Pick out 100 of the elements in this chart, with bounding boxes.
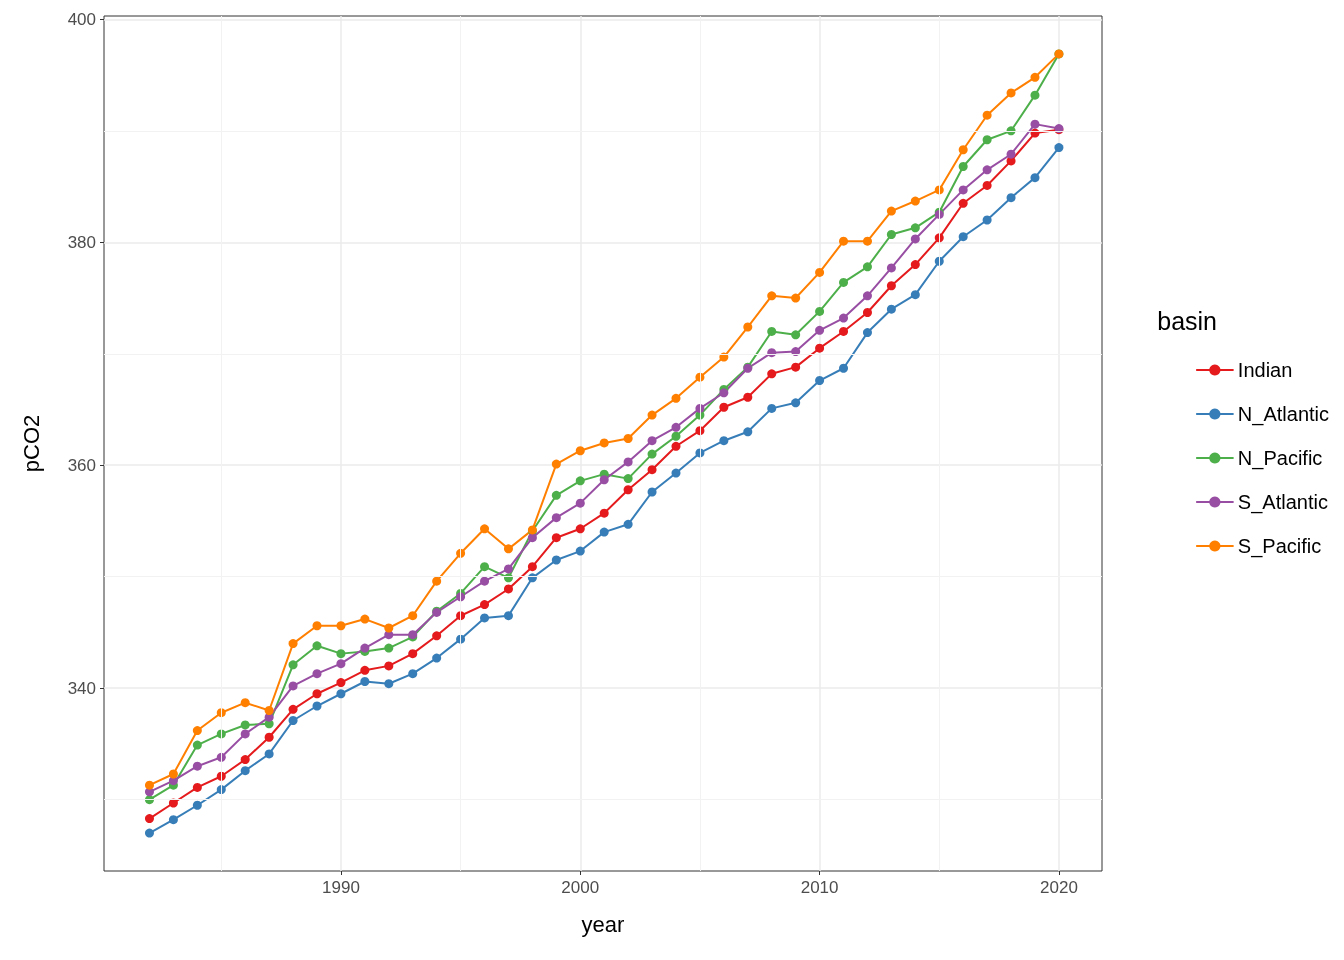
point	[575, 476, 585, 486]
point	[288, 660, 298, 670]
point	[862, 308, 872, 318]
point	[791, 293, 801, 303]
point	[767, 326, 777, 336]
point	[192, 726, 202, 736]
point	[408, 669, 418, 679]
point	[862, 236, 872, 246]
point	[1030, 119, 1040, 129]
point	[336, 689, 346, 699]
point	[480, 562, 490, 572]
point	[791, 330, 801, 340]
point	[360, 614, 370, 624]
legend-label: N_Atlantic	[1237, 403, 1329, 426]
point	[982, 165, 992, 175]
point	[791, 362, 801, 372]
point	[958, 185, 968, 195]
point	[240, 755, 250, 765]
point	[168, 769, 178, 779]
point	[839, 313, 849, 323]
point	[671, 393, 681, 403]
point	[982, 135, 992, 145]
point	[623, 519, 633, 529]
point	[551, 533, 561, 543]
legend-title: basin	[1157, 306, 1217, 335]
point	[288, 681, 298, 691]
point	[503, 584, 513, 594]
point	[862, 328, 872, 338]
point	[432, 631, 442, 641]
point	[240, 698, 250, 708]
point	[240, 729, 250, 739]
point	[360, 677, 370, 686]
y-axis-title: pCO2	[18, 414, 44, 473]
point	[862, 291, 872, 301]
point	[743, 322, 753, 332]
point	[743, 427, 753, 437]
point	[192, 740, 202, 750]
point	[623, 457, 633, 467]
point	[575, 498, 585, 508]
point	[264, 732, 274, 742]
point	[192, 761, 202, 771]
point	[982, 180, 992, 190]
point	[503, 564, 513, 574]
point	[862, 262, 872, 272]
point	[384, 623, 394, 633]
point	[599, 527, 609, 537]
point	[599, 508, 609, 518]
point	[168, 815, 178, 825]
point	[1030, 72, 1040, 82]
point	[910, 223, 920, 233]
point	[480, 524, 490, 534]
point	[1006, 149, 1016, 159]
point	[886, 304, 896, 314]
point	[240, 720, 250, 730]
point	[671, 441, 681, 451]
point	[815, 267, 825, 277]
point	[743, 392, 753, 402]
point	[623, 474, 633, 484]
point	[791, 347, 801, 357]
point	[575, 524, 585, 534]
legend-label: S_Pacific	[1237, 535, 1322, 558]
point	[982, 110, 992, 120]
point	[815, 343, 825, 353]
point	[647, 465, 657, 475]
point	[647, 487, 657, 497]
legend-label: S_Atlantic	[1237, 491, 1328, 514]
legend-label: N_Pacific	[1237, 447, 1323, 470]
point	[815, 325, 825, 335]
point	[264, 705, 274, 715]
point	[767, 348, 777, 358]
y-tick-label: 380	[67, 232, 96, 252]
y-tick-label: 360	[67, 455, 96, 475]
point	[1030, 173, 1040, 183]
point	[886, 263, 896, 273]
point	[288, 716, 298, 726]
point	[575, 546, 585, 556]
x-axis-title: year	[581, 911, 625, 937]
point	[503, 544, 513, 554]
point	[910, 196, 920, 206]
point	[264, 749, 274, 759]
point	[1054, 143, 1064, 153]
point	[647, 449, 657, 459]
point	[480, 576, 490, 586]
point	[719, 436, 729, 446]
point	[503, 611, 513, 621]
point	[623, 433, 633, 443]
point	[886, 281, 896, 291]
point	[336, 621, 346, 631]
point	[599, 438, 609, 448]
point	[240, 766, 250, 776]
point	[336, 678, 346, 688]
point	[815, 376, 825, 386]
point	[480, 613, 490, 623]
point	[599, 475, 609, 485]
point	[551, 555, 561, 565]
point	[671, 431, 681, 441]
x-tick-label: 2000	[561, 878, 600, 897]
point	[192, 782, 202, 792]
point	[527, 562, 537, 572]
point	[144, 828, 154, 838]
